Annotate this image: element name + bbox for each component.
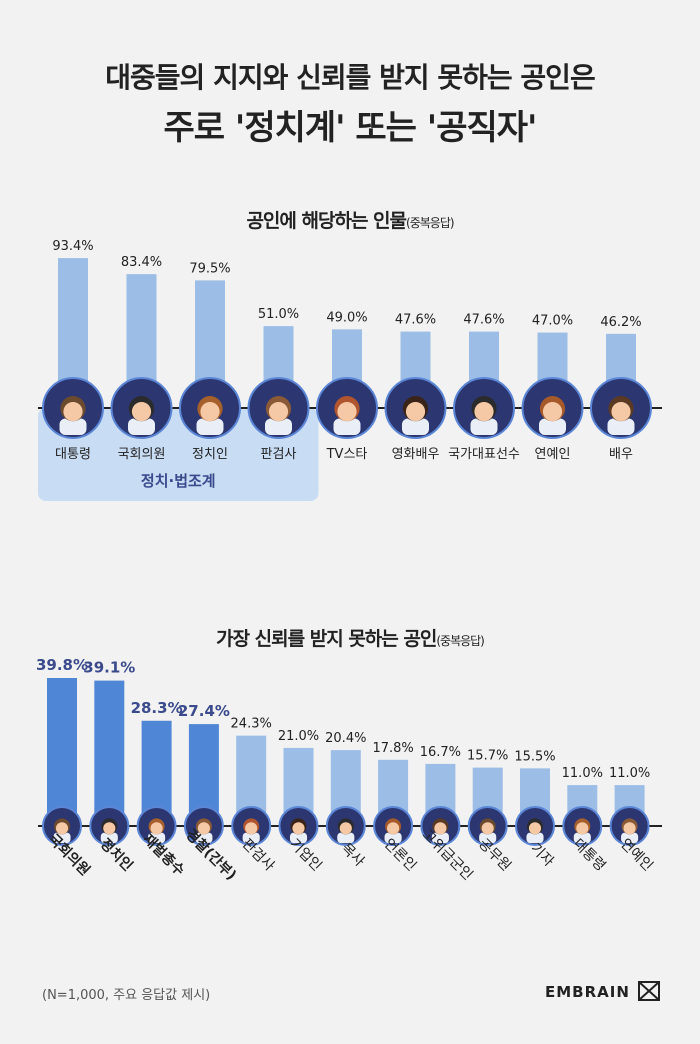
value-label: 20.4%: [325, 731, 366, 746]
value-label: 21.0%: [278, 729, 319, 744]
chart-distrust: 39.8%국회의원39.1%정치인28.3%재벌총수27.4%경찰(간부)24.…: [0, 0, 700, 1044]
value-label: 15.7%: [467, 749, 508, 764]
value-label: 11.0%: [562, 766, 603, 781]
value-label: 15.5%: [514, 749, 555, 764]
avatar-icon: [327, 807, 365, 845]
bar: [94, 681, 124, 826]
brand-logo: EMBRAIN: [545, 983, 630, 1001]
bar: [47, 678, 77, 826]
brand-logo-icon: [638, 981, 660, 1001]
avatar-icon: [516, 807, 554, 845]
value-label: 16.7%: [420, 745, 461, 760]
footnote: (N=1,000, 주요 응답값 제시): [42, 984, 210, 1003]
value-label: 24.3%: [231, 717, 272, 732]
value-label: 27.4%: [178, 702, 230, 720]
value-label: 17.8%: [372, 741, 413, 756]
value-label: 28.3%: [131, 699, 183, 717]
value-label: 39.8%: [36, 656, 88, 674]
value-label: 39.1%: [83, 659, 135, 677]
value-label: 11.0%: [609, 766, 650, 781]
